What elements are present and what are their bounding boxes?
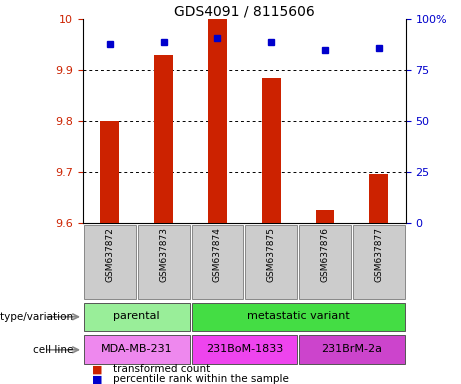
Bar xyxy=(138,225,189,299)
Bar xyxy=(154,55,173,223)
Bar xyxy=(208,19,227,223)
Bar xyxy=(84,335,189,364)
Text: transformed count: transformed count xyxy=(113,364,210,374)
Bar xyxy=(191,335,297,364)
Bar xyxy=(299,335,405,364)
Text: GSM637875: GSM637875 xyxy=(267,227,276,282)
Bar xyxy=(84,225,136,299)
Text: parental: parental xyxy=(113,311,160,321)
Text: 231BoM-1833: 231BoM-1833 xyxy=(206,344,283,354)
Bar xyxy=(100,121,119,223)
Bar xyxy=(299,225,351,299)
Bar xyxy=(353,225,405,299)
Bar xyxy=(84,303,189,331)
Title: GDS4091 / 8115606: GDS4091 / 8115606 xyxy=(174,4,315,18)
Bar xyxy=(316,210,334,223)
Bar xyxy=(369,174,388,223)
Text: metastatic variant: metastatic variant xyxy=(247,311,349,321)
Bar xyxy=(191,225,243,299)
Bar xyxy=(262,78,281,223)
Text: 231BrM-2a: 231BrM-2a xyxy=(321,344,382,354)
Text: GSM637874: GSM637874 xyxy=(213,227,222,282)
Text: GSM637876: GSM637876 xyxy=(320,227,330,282)
Text: ■: ■ xyxy=(92,374,103,384)
Text: GSM637877: GSM637877 xyxy=(374,227,383,282)
Bar xyxy=(191,303,405,331)
Text: GSM637872: GSM637872 xyxy=(106,227,114,282)
Bar xyxy=(245,225,297,299)
Text: percentile rank within the sample: percentile rank within the sample xyxy=(113,374,289,384)
Text: cell line: cell line xyxy=(33,345,74,355)
Text: genotype/variation: genotype/variation xyxy=(0,312,74,322)
Text: ■: ■ xyxy=(92,364,103,374)
Text: GSM637873: GSM637873 xyxy=(159,227,168,282)
Text: MDA-MB-231: MDA-MB-231 xyxy=(101,344,172,354)
